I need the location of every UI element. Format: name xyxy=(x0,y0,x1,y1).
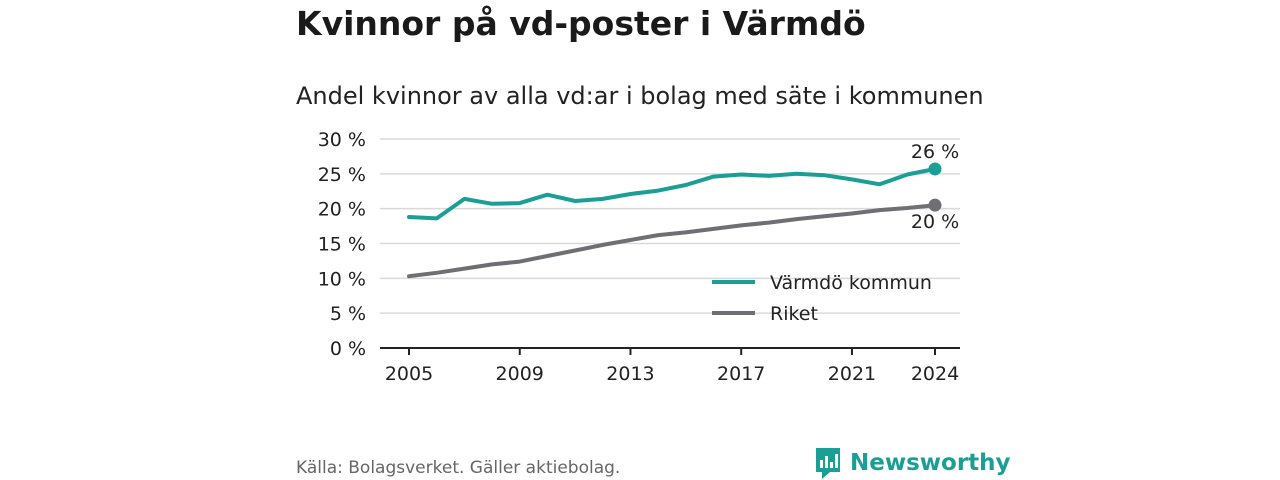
page-title: Kvinnor på vd-poster i Värmdö xyxy=(296,4,866,43)
x-axis-labels: 2005 2009 2013 2017 2021 2024 xyxy=(385,348,959,385)
end-label-varmdo: 26 % xyxy=(911,141,959,163)
y-tick-label: 0 % xyxy=(330,338,366,360)
x-tick-label: 2009 xyxy=(496,363,544,385)
y-tick-label: 15 % xyxy=(318,234,366,256)
y-tick-label: 30 % xyxy=(318,129,366,151)
x-tick-label: 2013 xyxy=(606,363,654,385)
legend: Värmdö kommun Riket xyxy=(712,272,932,325)
newsworthy-logo-icon xyxy=(816,448,840,479)
y-tick-label: 20 % xyxy=(318,199,366,221)
x-tick-label: 2005 xyxy=(385,363,433,385)
x-tick-label: 2017 xyxy=(717,363,765,385)
grid-layer xyxy=(380,138,960,349)
x-tick-label: 2024 xyxy=(911,363,959,385)
y-tick-label: 25 % xyxy=(318,164,366,186)
logo-text: Newsworthy xyxy=(850,450,1011,476)
source-note: Källa: Bolagsverket. Gäller aktiebolag. xyxy=(296,458,621,478)
y-axis-labels: 0 % 5 % 10 % 15 % 20 % 25 % 30 % xyxy=(318,129,366,360)
legend-label-varmdo: Värmdö kommun xyxy=(770,272,932,294)
end-marker-varmdo xyxy=(928,162,942,176)
chart-subtitle: Andel kvinnor av alla vd:ar i bolag med … xyxy=(296,82,984,110)
end-label-riket: 20 % xyxy=(911,211,959,233)
y-tick-label: 10 % xyxy=(318,268,366,290)
series-line-varmdo xyxy=(407,167,937,221)
newsworthy-logo: Newsworthy xyxy=(814,446,1011,480)
y-tick-label: 5 % xyxy=(330,303,366,325)
series-line-riket xyxy=(407,203,937,279)
legend-label-riket: Riket xyxy=(770,303,818,325)
end-marker-riket xyxy=(928,198,942,212)
x-tick-label: 2021 xyxy=(828,363,876,385)
series-layer: 26 % 20 % xyxy=(407,141,959,279)
